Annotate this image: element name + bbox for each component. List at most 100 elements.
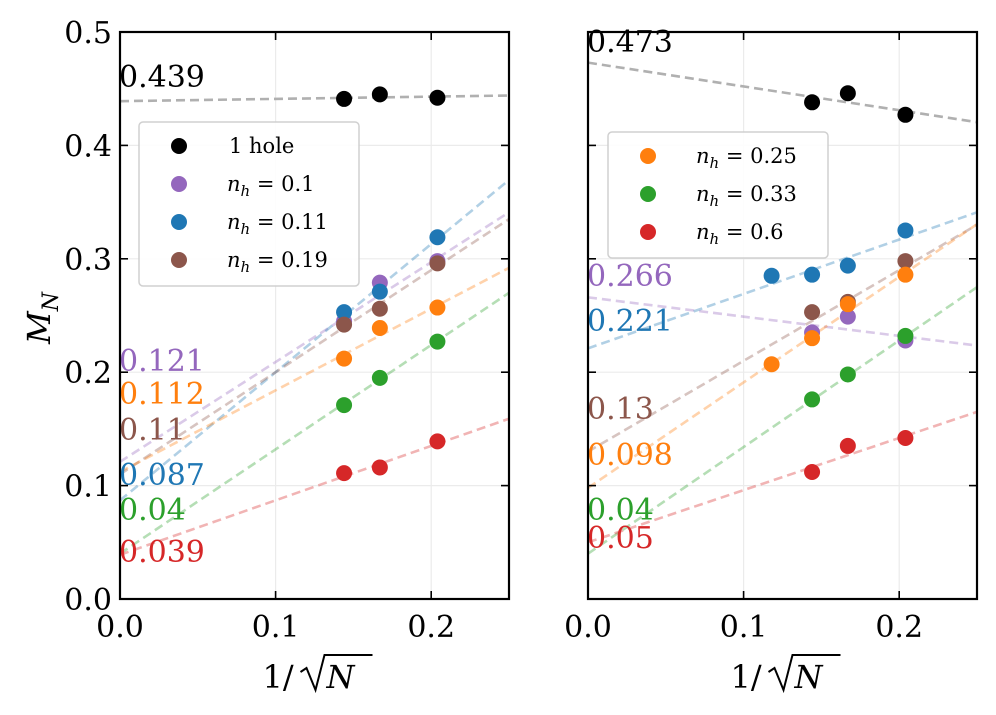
data-point <box>897 253 914 270</box>
axes-frame <box>586 30 979 601</box>
data-point <box>429 255 446 272</box>
legend: nh = 0.25 nh = 0.33 nh = 0.6 <box>607 131 829 259</box>
fit-line-1-hole <box>588 61 977 124</box>
legend-entry: nh = 0.19 <box>171 248 328 276</box>
intercept-label: 0.039 <box>119 535 205 570</box>
x-tick-label: 0.0 <box>96 610 144 645</box>
data-point <box>804 463 821 480</box>
intercept-labels: 0.473 0.266 0.221 0.13 0.098 0.040.05 <box>587 25 673 556</box>
legend-label: nh = 0.6 <box>696 220 784 248</box>
data-point <box>804 94 821 111</box>
y-axis-label: MN <box>20 291 64 345</box>
x-axis-label: 1/N <box>731 654 841 696</box>
legend-label: nh = 0.33 <box>696 182 797 210</box>
fit-line-n-h-0-1 <box>120 211 509 463</box>
y-tick-label: 0.0 <box>64 583 112 618</box>
intercept-label: 0.04 <box>587 493 654 528</box>
data-point <box>839 308 856 325</box>
data-point <box>763 267 780 284</box>
intercept-label: 0.473 <box>587 25 673 60</box>
fit-line-n-h-0-19 <box>588 223 977 453</box>
legend-entry: nh = 0.11 <box>171 210 328 238</box>
data-points <box>763 85 914 480</box>
data-point <box>763 356 780 373</box>
data-point <box>429 433 446 450</box>
axes-frame <box>118 30 511 601</box>
legend-label: nh = 0.25 <box>696 144 797 172</box>
fit-line-n-h-0-25 <box>120 266 509 474</box>
data-point <box>804 391 821 408</box>
data-point <box>371 283 388 300</box>
data-point <box>336 397 353 414</box>
data-point <box>897 266 914 283</box>
fit-line-n-h-0-11 <box>588 211 977 350</box>
data-point <box>839 437 856 454</box>
legend-marker <box>640 148 656 164</box>
data-point <box>336 316 353 333</box>
x-axis-label-prefix: 1/ <box>731 658 762 696</box>
legend-frame <box>138 121 360 287</box>
legend-entry: 1 hole <box>171 134 294 158</box>
legend-label: nh = 0.1 <box>227 172 315 200</box>
fit-line-n-h-0-33 <box>588 286 977 555</box>
data-point <box>336 304 353 321</box>
legend-marker <box>171 214 187 230</box>
data-point <box>429 299 446 316</box>
legend-marker <box>171 252 187 268</box>
intercept-label: 0.121 <box>119 344 205 379</box>
legend-marker <box>640 186 656 202</box>
fit-line-n-h-0-6 <box>588 410 977 544</box>
data-point <box>336 465 353 482</box>
data-point <box>804 266 821 283</box>
fit-line-n-h-0-33 <box>120 291 509 555</box>
x-axis-label-prefix: 1/ <box>263 658 294 696</box>
data-point <box>839 296 856 313</box>
x-tick-label: 0.0 <box>564 610 612 645</box>
legend-label: 1 hole <box>229 134 294 158</box>
ticks: 0.0 0.1 0.2 <box>564 31 977 645</box>
x-tick-label: 0.1 <box>720 610 768 645</box>
data-point <box>839 257 856 274</box>
intercept-label: 0.05 <box>587 521 654 556</box>
data-points <box>336 86 446 482</box>
legend-marker <box>640 224 656 240</box>
legend-entry: nh = 0.6 <box>640 220 784 248</box>
data-point <box>839 85 856 102</box>
x-tick-label: 0.2 <box>407 610 455 645</box>
y-tick-label: 0.1 <box>64 470 112 505</box>
intercept-label: 0.221 <box>587 304 673 339</box>
fit-line-n-h-0-25 <box>588 223 977 489</box>
y-tick-label: 0.5 <box>64 16 112 51</box>
data-point <box>897 222 914 239</box>
sqrt-symbol <box>767 654 841 694</box>
y-tick-label: 0.3 <box>64 243 112 278</box>
intercept-labels: 0.439 0.121 0.087 0.110.112 0.04 0.039 <box>119 60 205 570</box>
intercept-label: 0.439 <box>119 60 205 95</box>
data-point <box>897 429 914 446</box>
data-point <box>804 304 821 321</box>
data-point <box>371 459 388 476</box>
y-tick-label: 0.4 <box>64 129 112 164</box>
intercept-label: 0.13 <box>587 392 654 427</box>
fit-line-1-hole <box>120 94 509 103</box>
sqrt-symbol <box>299 654 373 694</box>
fit-line-n-h-0-19 <box>120 218 509 476</box>
intercept-label: 0.112 <box>119 377 205 412</box>
data-point <box>897 327 914 344</box>
legend-marker <box>171 138 187 154</box>
ticks: 0.0 0.1 0.2 0.0 0.1 0.2 0.3 0.4 0.5 <box>64 16 509 645</box>
data-point <box>429 333 446 350</box>
data-point <box>804 330 821 347</box>
x-axis-label-var: N <box>794 658 824 696</box>
legend-entry: nh = 0.33 <box>640 182 797 210</box>
data-point <box>897 106 914 123</box>
data-point <box>371 319 388 336</box>
legend-marker <box>171 176 187 192</box>
legend-label: nh = 0.11 <box>227 210 328 238</box>
legend: 1 hole nh = 0.1 nh = 0.11 nh = 0.19 <box>138 121 360 287</box>
x-tick-label: 0.2 <box>875 610 923 645</box>
data-point <box>371 300 388 317</box>
intercept-label: 0.266 <box>587 259 673 294</box>
intercept-label: 0.04 <box>119 493 186 528</box>
